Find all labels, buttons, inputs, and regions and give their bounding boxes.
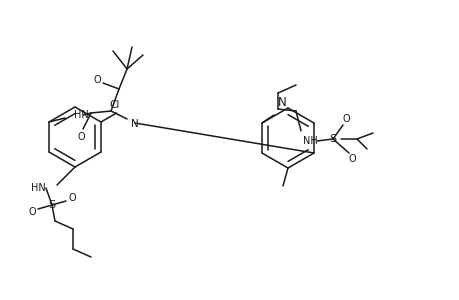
Text: O: O: [93, 75, 101, 85]
Text: O: O: [341, 114, 349, 124]
Text: O: O: [347, 154, 355, 164]
Text: O: O: [77, 132, 84, 142]
Text: O: O: [28, 207, 36, 217]
Text: HN: HN: [31, 183, 46, 193]
Text: N: N: [131, 119, 139, 129]
Text: N: N: [277, 96, 286, 109]
Text: S: S: [48, 200, 56, 210]
Text: Cl: Cl: [109, 100, 119, 110]
Text: S: S: [329, 134, 336, 144]
Text: O: O: [68, 193, 76, 203]
Text: HN: HN: [74, 110, 89, 120]
Text: NH: NH: [302, 136, 317, 146]
